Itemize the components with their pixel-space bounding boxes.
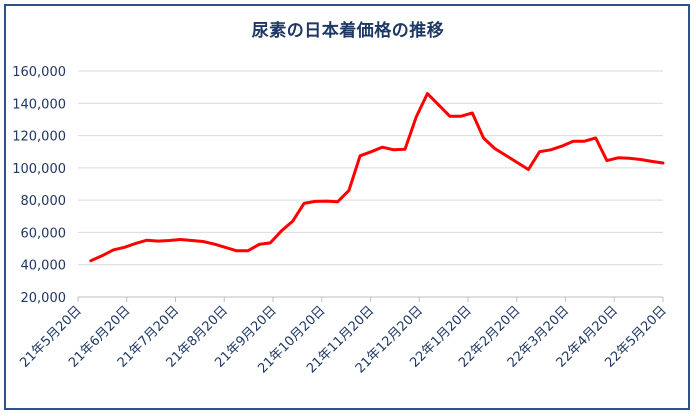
y-tick-label: 160,000 bbox=[12, 65, 66, 80]
y-tick-label: 20,000 bbox=[21, 291, 67, 306]
y-tick-label: 40,000 bbox=[21, 259, 67, 274]
y-tick-label: 120,000 bbox=[12, 130, 66, 145]
y-tick-label: 100,000 bbox=[12, 162, 66, 177]
y-tick-label: 60,000 bbox=[21, 226, 67, 241]
chart-title: 尿素の日本着価格の推移 bbox=[251, 21, 445, 41]
y-tick-label: 80,000 bbox=[21, 194, 67, 209]
y-tick-label: 140,000 bbox=[12, 97, 66, 112]
series-line bbox=[89, 92, 665, 263]
chart-frame bbox=[4, 4, 690, 410]
